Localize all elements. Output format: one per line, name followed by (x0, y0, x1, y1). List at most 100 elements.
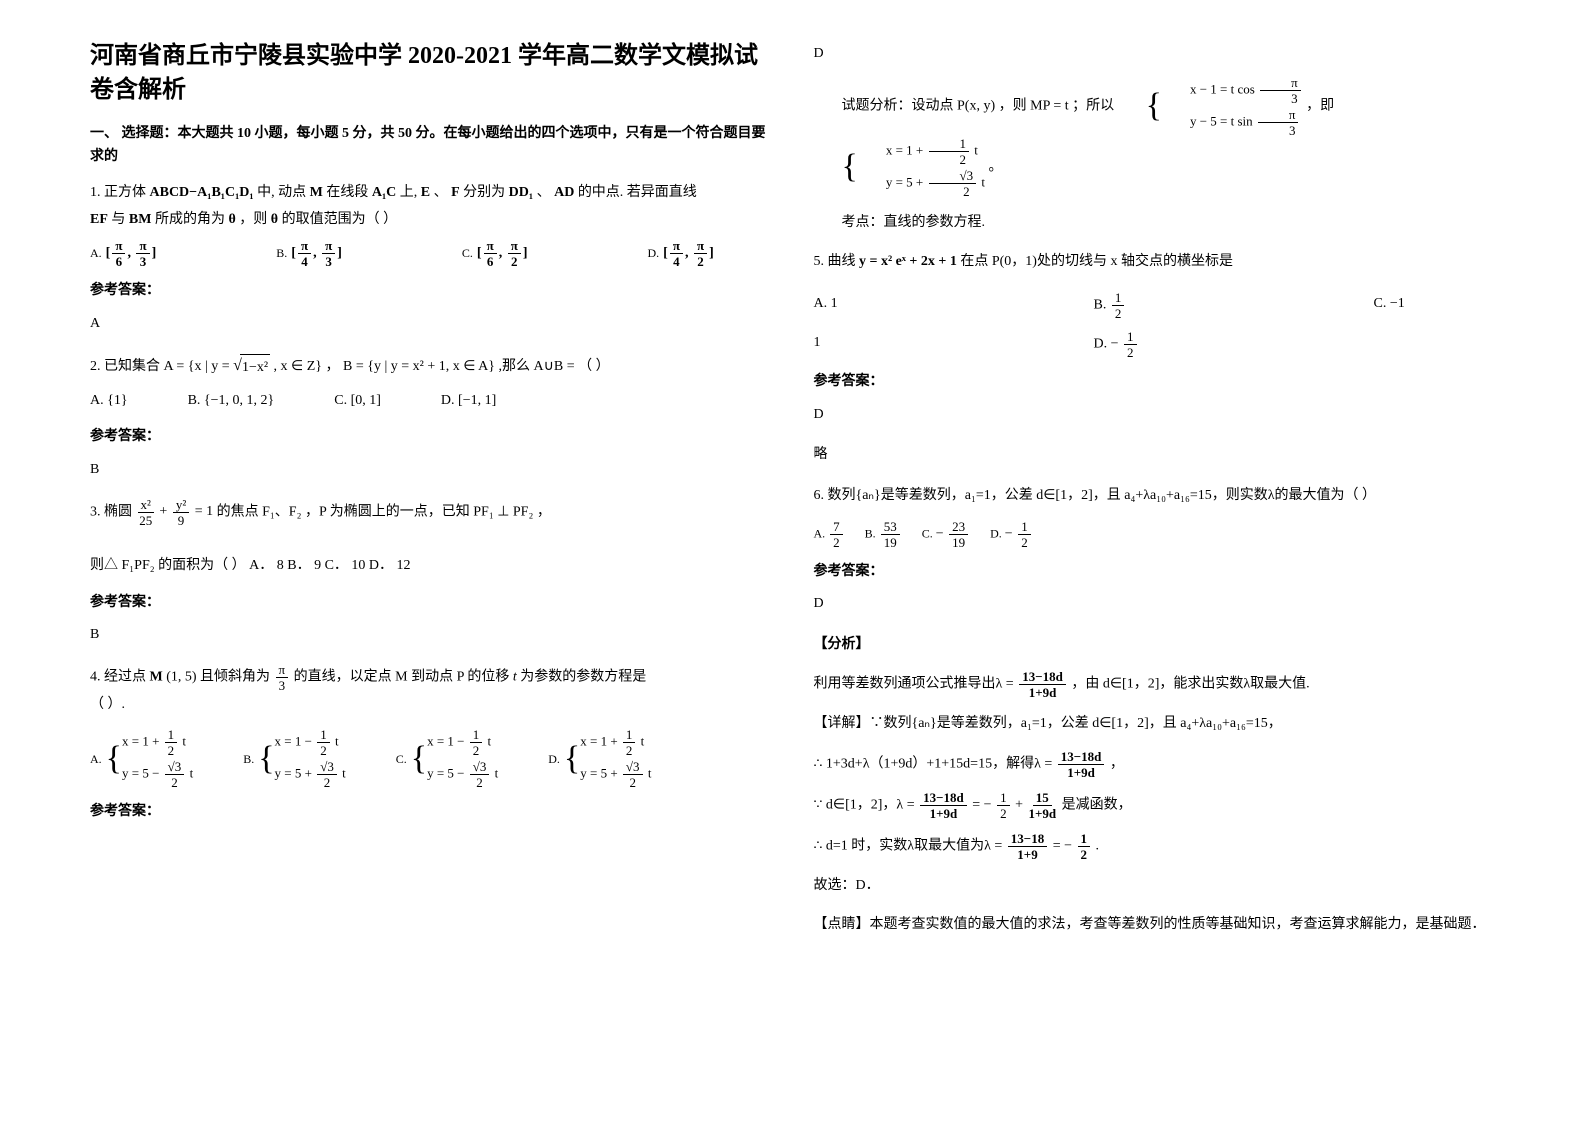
q1-opt-c: C. [π6, π2] (462, 239, 528, 268)
q1-opt-a: A. [π6, π3] (90, 239, 156, 268)
q3-perp: PF₁ ⊥ PF₂ (473, 504, 533, 519)
q5-ans: D (814, 402, 1498, 429)
q3-line2: 则△ (90, 558, 118, 573)
q1-l2b: 与 (111, 212, 129, 227)
q1-opt-b: B. [π4, π3] (276, 239, 342, 268)
q2-oc: C. [0, 1] (334, 388, 381, 415)
q1-v4: E (421, 185, 430, 200)
q4r-period: 。 (989, 160, 1003, 175)
q5-suffix: 在点 P(0，1)处的切线与 x 轴交点的横坐标是 (960, 254, 1233, 269)
q6-ans: D (814, 591, 1498, 618)
q1-opt-a-lbl: A. (90, 242, 102, 265)
q1-opt-d-lbl: D. (647, 242, 659, 265)
q3-f1f2: F₁、F₂ (262, 504, 301, 519)
q4r-a2: ，则 (999, 99, 1031, 114)
q4-paren: （ ）. (90, 697, 125, 712)
q1-t3: 上, (400, 185, 421, 200)
q4-la: A. (90, 748, 102, 771)
q5-ans-label: 参考答案： (814, 369, 1498, 396)
q1-bm: BM (129, 212, 152, 227)
section-heading: 一、 选择题：本大题共 10 小题，每小题 5 分，共 50 分。在每小题给出的… (90, 123, 774, 168)
q1-v5: F (451, 185, 460, 200)
q1-t7: 的中点. 若异面直线 (578, 185, 697, 200)
q4-analysis: 试题分析：设动点 P(x, y) ，则 MP = t ；所以 { x − 1 =… (814, 76, 1498, 198)
sqrt-icon: 1−x² (233, 351, 270, 381)
q1-opt-c-lbl: C. (462, 242, 473, 265)
q3-t2: ， (537, 504, 551, 519)
q4-lb: B. (243, 748, 254, 771)
page-title: 河南省商丘市宁陵县实验中学 2020-2021 学年高二数学文模拟试卷含解析 (90, 40, 774, 107)
question-2: 2. 已知集合 A = {x | y = 1−x² , x ∈ Z} ， B =… (90, 351, 774, 483)
q2-suf2: ,那么 A∪B = （ ） (499, 359, 610, 374)
q6-e4b: 是减函数， (1062, 798, 1132, 813)
q1-v6: DD₁ (509, 185, 533, 200)
q1-v3: A₁C (372, 185, 396, 200)
q5-od: D. − 12 (1094, 330, 1294, 359)
q1-ans: A (90, 311, 774, 338)
q4-lc: C. (396, 748, 407, 771)
q5-options: A. 1 B. 12 C. −1 1 D. − 12 (814, 291, 1498, 359)
q6-e3a: ∴ 1+3d+λ（1+9d）+1+15d=15，解得λ (814, 757, 1045, 772)
q6-options: A. 72 B. 5319 C. − 2319 D. − 12 (814, 520, 1498, 549)
q5-oc: C. −1 (1374, 291, 1498, 320)
q1-ef: EF (90, 212, 108, 227)
left-column: 河南省商丘市宁陵县实验中学 2020-2021 学年高二数学文模拟试卷含解析 一… (90, 40, 774, 950)
q2-options: A. {1} B. {−1, 0, 1, 2} C. [0, 1] D. [−1… (90, 388, 774, 415)
q1-theta2: θ (271, 212, 278, 227)
q1-l2e: ，则 (239, 212, 271, 227)
q1-t4: 、 (434, 185, 448, 200)
q6-e4a: ∵ d∈[1，2]，λ (814, 798, 907, 813)
q6-ob: B. 5319 (865, 520, 902, 549)
q1-l2f: 的取值范围为（ ） (282, 212, 398, 227)
q1-t2: 在线段 (326, 185, 372, 200)
q4-suffix2: 为参数的参数方程是 (520, 670, 646, 685)
q3-ans-label: 参考答案： (90, 590, 774, 617)
question-5: 5. 曲线 y = x² eˣ + 2x + 1 在点 P(0，1)处的切线与 … (814, 249, 1498, 469)
q1-opt-d: D. [π4, π2] (647, 239, 713, 268)
q4-opt-a: A. { x = 1 + 12 t y = 5 − √32 t (90, 728, 193, 789)
q1-v2: M (310, 185, 323, 200)
question-1: 1. 正方体 ABCD−A₁B₁C₁D₁ 中, 动点 M 在线段 A₁C 上, … (90, 180, 774, 337)
q2-sep: ， (326, 359, 340, 374)
q3-t1: ，P 为椭圆上的一点，已知 (305, 504, 473, 519)
q4-ans: D (814, 46, 1498, 62)
q3-line2b: 的面积为（ ） A． 8 B． 9 C． 10 D． 12 (158, 558, 410, 573)
q4-opt-d: D. { x = 1 + 12 t y = 5 + √32 t (548, 728, 651, 789)
q2-prefix: 2. 已知集合 (90, 359, 164, 374)
q6-e1a: 利用等差数列通项公式推导出λ (814, 677, 1006, 692)
q3-tri: F₁PF₂ (122, 558, 155, 573)
q1-opt-b-lbl: B. (276, 242, 287, 265)
q6-od: D. − 12 (990, 520, 1033, 549)
question-3: 3. 椭圆 x²25 + y²9 = 1 的焦点 F₁、F₂ ，P 为椭圆上的一… (90, 498, 774, 649)
q2-setB: B = {y | y = x² + 1, x ∈ A} (343, 359, 495, 374)
q6-so: 故选：D． (814, 873, 1498, 900)
q6-e5a: ∴ d=1 时，实数λ取最大值为λ (814, 839, 995, 854)
q4-pt: (1, 5) 且倾斜角为 (166, 670, 273, 685)
q1-v7: AD (554, 185, 574, 200)
q5-lue: 略 (814, 442, 1498, 469)
right-column: D 试题分析：设动点 P(x, y) ，则 MP = t ；所以 { x − 1… (814, 40, 1498, 950)
q5-ob: B. 12 (1094, 291, 1294, 320)
q6-e5b: . (1096, 839, 1100, 854)
q6-fx: 【分析】 (814, 632, 1498, 659)
q4-t: t (513, 670, 517, 685)
q1-t6: 、 (537, 185, 551, 200)
q2-setA-l: A = {x | y = (164, 359, 234, 374)
q2-ans-label: 参考答案： (90, 424, 774, 451)
q4-keypoint: 考点：直线的参数方程. (814, 210, 1498, 237)
q4r-a1: 试题分析：设动点 (842, 99, 958, 114)
q5-expr: y = x² eˣ + 2x + 1 (859, 254, 957, 269)
q2-od: D. [−1, 1] (441, 388, 496, 415)
q4r-a3: ；所以 (1072, 99, 1118, 114)
q2-ob: B. {−1, 0, 1, 2} (188, 388, 275, 415)
q2-ans: B (90, 457, 774, 484)
question-6: 6. 数列{aₙ}是等差数列，a₁=1，公差 d∈[1，2]，且 a₄+λa₁₀… (814, 483, 1498, 938)
q4-M: M (150, 670, 163, 685)
q1-options: A. [π6, π3] B. [π4, π3] C. [π6, π2] D. [… (90, 239, 774, 268)
q6-exp2: 【详解】∵数列{aₙ}是等差数列，a₁=1，公差 d∈[1，2]，且 a₄+λa… (814, 711, 1498, 738)
q6-e1b: ，由 d∈[1，2]，能求出实数λ取最大值. (1071, 677, 1309, 692)
q6-e3b: ， (1110, 757, 1124, 772)
q4-prefix: 4. 经过点 (90, 670, 150, 685)
q4r-pxy: P(x, y) (957, 99, 995, 114)
q4r-mp: MP = t (1030, 99, 1069, 114)
